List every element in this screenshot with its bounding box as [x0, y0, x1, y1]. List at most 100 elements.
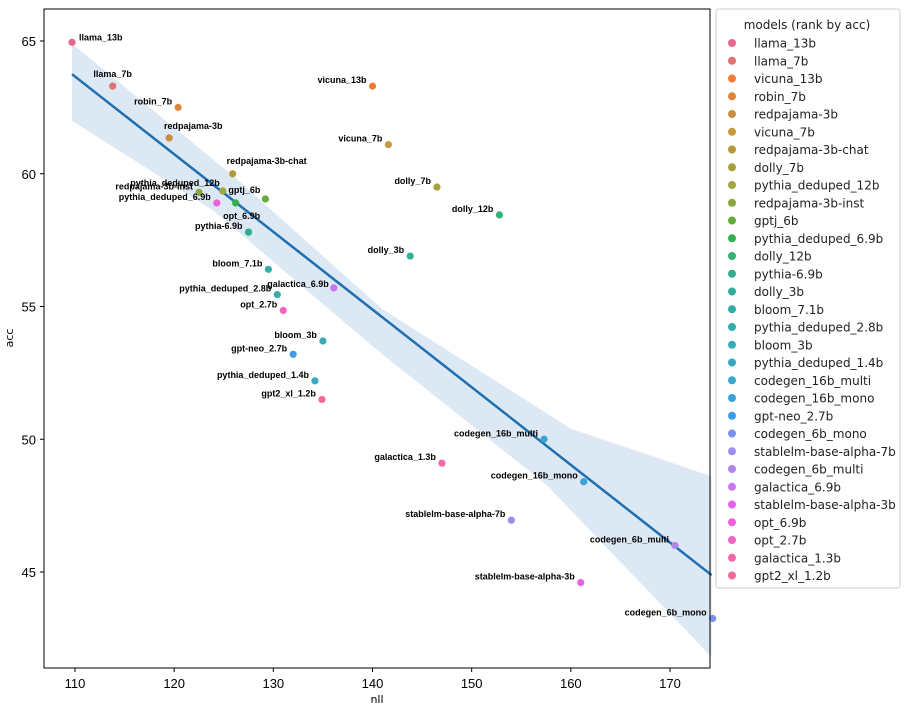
legend-marker-redpajama-3b [728, 110, 736, 118]
legend-marker-gptj_6b [728, 216, 736, 225]
data-point-pythia-6.9b [244, 228, 253, 236]
legend-frame [715, 8, 901, 589]
point-label-dolly_7b: dolly_7b [394, 176, 431, 186]
point-label-gpt-neo_2.7b: gpt-neo_2.7b [231, 343, 288, 353]
legend-marker-codegen_16b_mono [728, 394, 736, 402]
data-point-opt_2.7b [279, 306, 287, 315]
data-point-galactica_6.9b [330, 284, 338, 292]
legend-items: llama_13b llama_7b vicuna_13b robin_7bredpa… [728, 37, 896, 583]
point-label-redpajama-3b: redpajama-3b [164, 121, 223, 131]
data-point-bloom_3b [319, 337, 327, 345]
data-point-galactica_1.3b [438, 459, 446, 467]
point-label-pythia_deduped_12b: pythia_deduped_12b [130, 178, 220, 188]
x-tick-label: 140 [362, 676, 384, 691]
legend-label-pythia_deduped_1.4b: pythia_deduped_1.4b [754, 356, 883, 370]
axes-frame [43, 8, 711, 669]
data-point-redpajama-3b-inst [195, 188, 203, 196]
legend: models (rank by acc) llama_13b llama_7bvi… [715, 8, 901, 589]
legend-label-redpajama-3b-chat: redpajama-3b-chat [754, 143, 869, 157]
point-label-redpajama-3b-chat: redpajama-3b-chat [227, 156, 307, 166]
data-point-gpt-neo_2.7b [289, 350, 297, 358]
legend-label-galactica_1.3b: galactica_1.3b [754, 551, 841, 565]
point-label-bloom_7.1b: bloom_7.1b [212, 258, 263, 268]
legend-label-opt_6.9b: opt_6.9b [754, 516, 806, 530]
x-axis-label: nll [370, 693, 383, 706]
legend-marker-pythia-6.9b [728, 269, 736, 278]
point-label-pythia_deduped_6.9b: pythia_deduped_6.9b [119, 192, 212, 202]
legend-marker-galactica_6.9b [728, 482, 736, 491]
legend-label-dolly_12b: dolly_12b [754, 250, 812, 264]
legend-label-opt_2.7b: opt_2.7b [754, 534, 806, 548]
legend-label-codegen_6b_multi: codegen_6b_multi [754, 463, 863, 477]
data-point-llama_13b [68, 38, 76, 46]
legend-marker-bloom_3b [728, 340, 736, 349]
data-point-codegen_16b_multi [540, 435, 548, 443]
legend-label-codegen_16b_mono: codegen_16b_mono [754, 392, 874, 406]
x-tick-label: 160 [560, 676, 582, 691]
legend-label-pythia_deduped_6.9b: pythia_deduped_6.9b [754, 232, 883, 246]
x-tick-label: 170 [659, 676, 681, 691]
y-tick-label: 60 [22, 167, 36, 182]
legend-label-codegen_6b_mono: codegen_6b_mono [754, 427, 867, 441]
legend-label-gpt-neo_2.7b: gpt-neo_2.7b [754, 409, 833, 423]
legend-label-gpt2_xl_1.2b: gpt2_xl_1.2b [754, 569, 831, 583]
legend-marker-stablelm-base-alpha-7b [728, 447, 736, 456]
legend-label-llama_7b: llama_7b [754, 54, 808, 68]
point-label-pythia_deduped_2.8b: pythia_deduped_2.8b [179, 284, 272, 294]
legend-marker-pythia_deduped_2.8b [728, 323, 736, 331]
legend-label-gptj_6b: gptj_6b [754, 214, 799, 228]
legend-marker-stablelm-base-alpha-3b [728, 500, 736, 509]
data-point-redpajama-3b [165, 134, 173, 142]
legend-marker-gpt2_xl_1.2b [728, 571, 736, 580]
data-point-pythia_deduped_12b [219, 187, 227, 195]
point-labels-layer: llama_13b llama_7b vicuna_13b robin_7bredpa… [79, 32, 707, 617]
legend-marker-robin_7b [728, 92, 736, 101]
point-label-codegen_6b_mono: codegen_6b_mono [625, 607, 708, 617]
legend-marker-pythia_deduped_12b [728, 181, 736, 189]
data-point-dolly_12b [495, 211, 504, 219]
data-point-dolly_7b [433, 183, 441, 191]
point-label-vicuna_7b: vicuna_7b [338, 134, 383, 144]
legend-label-redpajama-3b-inst: redpajama-3b-inst [754, 196, 864, 210]
point-label-vicuna_13b: vicuna_13b [317, 75, 367, 85]
y-tick-label: 50 [22, 432, 36, 447]
x-tick-label: 150 [461, 676, 483, 691]
y-tick-label: 45 [22, 565, 36, 580]
legend-label-vicuna_7b: vicuna_7b [754, 125, 815, 139]
legend-marker-dolly_12b [728, 252, 736, 260]
legend-label-galactica_6.9b: galactica_6.9b [754, 480, 841, 494]
confidence-band [72, 43, 712, 657]
legend-label-bloom_3b: bloom_3b [754, 338, 813, 352]
legend-marker-pythia_deduped_6.9b [728, 234, 736, 243]
data-point-codegen_16b_mono [580, 478, 588, 486]
data-point-vicuna_7b [384, 140, 392, 149]
legend-marker-dolly_7b [728, 163, 736, 172]
point-label-pythia-6.9b: pythia-6.9b [195, 221, 243, 231]
legend-label-pythia-6.9b: pythia-6.9b [754, 267, 823, 281]
legend-marker-dolly_3b [728, 287, 736, 296]
legend-label-pythia_deduped_2.8b: pythia_deduped_2.8b [754, 321, 883, 335]
y-axis-ticks: 45 50 55 60 65 [22, 34, 44, 580]
point-label-opt_2.7b: opt_2.7b [240, 299, 278, 309]
data-point-vicuna_13b [368, 82, 377, 90]
point-label-pythia_deduped_1.4b: pythia_deduped_1.4b [217, 370, 310, 380]
data-point-dolly_3b [406, 252, 414, 260]
data-point-opt_6.9b [213, 199, 221, 207]
plot-area: llama_13b llama_7b vicuna_13b robin_7bredpa… [68, 32, 717, 657]
legend-marker-gpt-neo_2.7b [728, 411, 736, 420]
legend-marker-galactica_1.3b [728, 553, 736, 562]
data-point-pythia_deduped_1.4b [311, 377, 319, 385]
x-tick-label: 130 [262, 676, 284, 691]
legend-marker-redpajama-3b-inst [728, 198, 736, 207]
data-point-bloom_7.1b [264, 265, 272, 273]
legend-label-codegen_16b_multi: codegen_16b_multi [754, 374, 871, 388]
legend-label-stablelm-base-alpha-3b: stablelm-base-alpha-3b [754, 498, 896, 512]
legend-label-stablelm-base-alpha-7b: stablelm-base-alpha-7b [754, 445, 896, 459]
data-point-gpt2_xl_1.2b [318, 395, 326, 404]
legend-label-dolly_7b: dolly_7b [754, 161, 804, 175]
legend-marker-vicuna_13b [728, 74, 736, 83]
point-label-llama_13b: llama_13b [79, 32, 123, 42]
legend-marker-bloom_7.1b [728, 305, 736, 314]
data-point-pythia_deduped_2.8b [273, 290, 281, 299]
